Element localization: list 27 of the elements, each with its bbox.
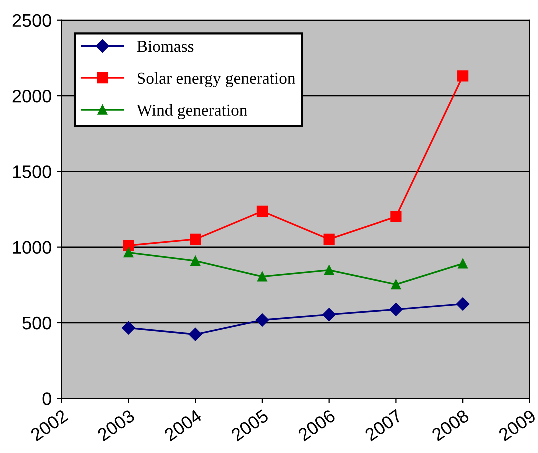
- point: [122, 322, 136, 335]
- point: [322, 308, 336, 322]
- point: [256, 314, 270, 327]
- point: [458, 70, 469, 82]
- point: [256, 206, 268, 218]
- point: [391, 280, 402, 290]
- legend-label: Biomass: [137, 41, 194, 52]
- legend-label: Wind generation: [136, 104, 248, 120]
- point: [124, 248, 134, 258]
- y-tick-label: 2000: [12, 90, 52, 103]
- legend-label: Solar energy generation: [138, 72, 296, 88]
- point: [190, 234, 202, 246]
- point: [258, 272, 268, 282]
- point: [456, 298, 470, 311]
- point: [190, 256, 200, 266]
- point: [390, 303, 403, 316]
- point: [123, 240, 134, 252]
- y-tick-label: 2500: [12, 14, 52, 28]
- y-tick-label: 1500: [13, 166, 52, 178]
- point: [390, 211, 402, 222]
- y-tick-label: 500: [22, 316, 52, 330]
- point: [324, 265, 334, 276]
- y-tick-label: 1000: [13, 241, 52, 254]
- y-tick-label: 0: [42, 392, 52, 406]
- point: [324, 234, 335, 246]
- point: [189, 328, 202, 342]
- point: [458, 258, 468, 269]
